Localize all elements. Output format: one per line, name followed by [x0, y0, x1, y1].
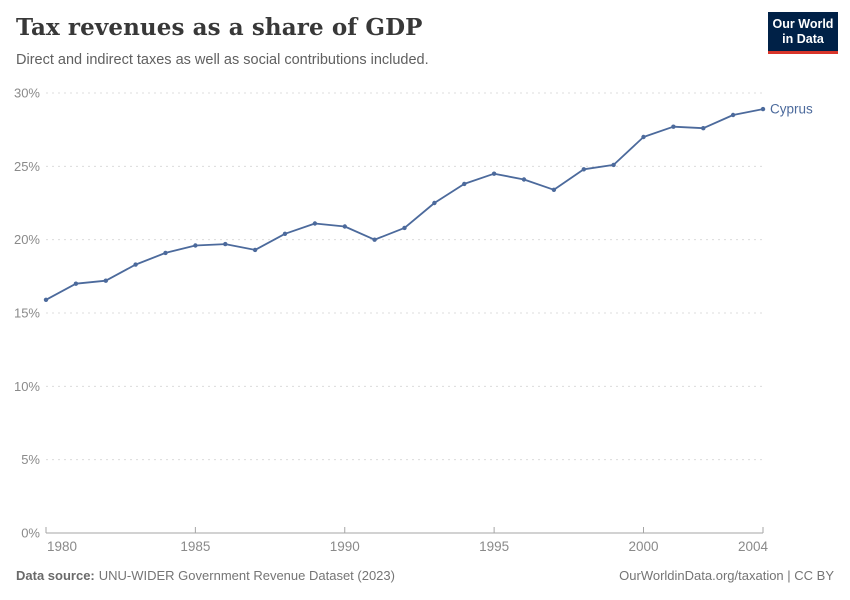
- x-tick-label: 1990: [330, 539, 360, 554]
- data-point: [342, 224, 347, 229]
- data-point: [432, 200, 437, 206]
- y-tick-label: 20%: [14, 232, 40, 247]
- data-point: [641, 134, 646, 140]
- y-tick-label: 15%: [14, 306, 40, 321]
- y-tick-label: 30%: [14, 86, 40, 101]
- y-tick-label: 0%: [21, 526, 40, 541]
- data-point: [312, 221, 318, 226]
- data-point: [402, 225, 407, 231]
- data-point: [372, 237, 377, 242]
- data-source: Data source: UNU-WIDER Government Revenue…: [16, 568, 395, 583]
- data-point: [760, 106, 766, 112]
- x-tick-label: 1985: [180, 539, 210, 554]
- x-tick-label: 1995: [479, 539, 509, 554]
- data-point: [462, 181, 467, 187]
- data-point: [103, 278, 109, 283]
- data-point: [73, 281, 79, 286]
- page-title: Tax revenues as a share of GDP: [16, 14, 423, 41]
- owid-logo-line1: Our World: [772, 17, 834, 31]
- chart-svg: 0% 5% 10% 15% 20% 25% 30% 1980 1985 1990 1995 2000 2…: [14, 86, 813, 555]
- data-point: [223, 241, 228, 247]
- y-tick-label: 10%: [14, 379, 40, 394]
- owid-logo[interactable]: Our World in Data: [768, 12, 838, 54]
- data-point: [551, 187, 557, 192]
- data-point: [193, 243, 198, 248]
- x-tick-label: 2000: [628, 539, 658, 554]
- data-point: [133, 262, 138, 267]
- chart-footer: Data source: UNU-WIDER Government Revenue…: [16, 568, 834, 583]
- data-point: [730, 112, 736, 118]
- data-point: [581, 167, 586, 172]
- owid-logo-line2: in Data: [782, 32, 824, 46]
- series-end-label: Cyprus: [770, 102, 813, 117]
- footer-credit-link[interactable]: OurWorldinData.org/taxation | CC BY: [619, 568, 834, 583]
- data-point: [611, 162, 616, 168]
- data-point: [491, 171, 497, 176]
- x-tick-label: 1980: [47, 539, 77, 554]
- y-tick-label: 25%: [14, 159, 40, 174]
- chart-subtitle: Direct and indirect taxes as well as soc…: [16, 52, 429, 68]
- data-source-text: UNU-WIDER Government Revenue Dataset (20…: [98, 568, 395, 583]
- data-point: [521, 177, 527, 182]
- data-series-line: [45, 108, 764, 301]
- data-point: [282, 231, 288, 236]
- y-tick-label: 5%: [21, 452, 40, 467]
- x-tick-label: 2004: [738, 539, 769, 554]
- data-point: [671, 124, 676, 129]
- data-point: [163, 250, 168, 256]
- data-point: [252, 247, 258, 253]
- data-source-label: Data source:: [16, 568, 95, 583]
- data-point: [701, 126, 706, 131]
- data-point: [43, 297, 49, 302]
